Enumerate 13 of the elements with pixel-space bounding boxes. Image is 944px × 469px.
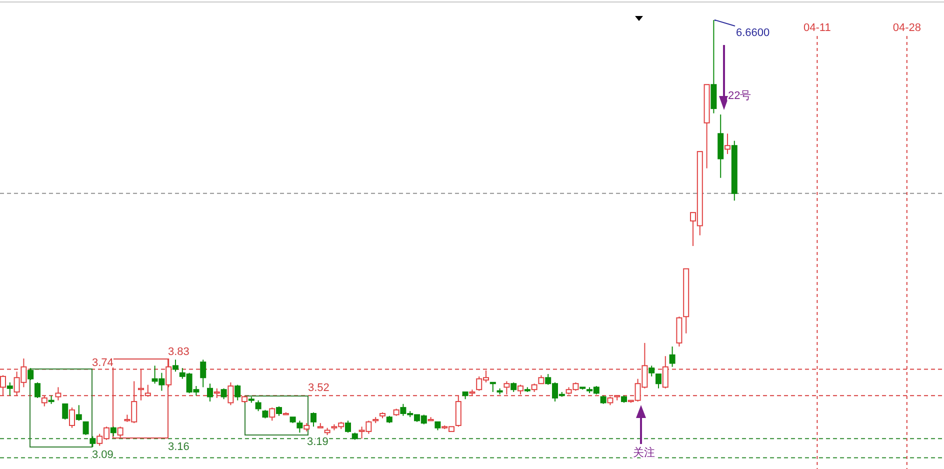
annotation: 3.16: [168, 441, 190, 453]
x-tick-label: 04-11: [804, 22, 831, 34]
annotation: 3.19: [307, 436, 328, 448]
candlestick: [718, 114, 724, 178]
annotation: 22号: [728, 90, 752, 102]
text: 3.09: [92, 449, 114, 461]
candlestick: [724, 133, 730, 154]
annotation: 3.83: [168, 346, 190, 358]
candlestick: [710, 20, 717, 114]
annotation: 6.6600: [736, 27, 770, 39]
annotation: 3.52: [308, 382, 330, 394]
x-tick-label: 04-28: [892, 22, 921, 34]
annotation: 关注: [633, 446, 655, 459]
